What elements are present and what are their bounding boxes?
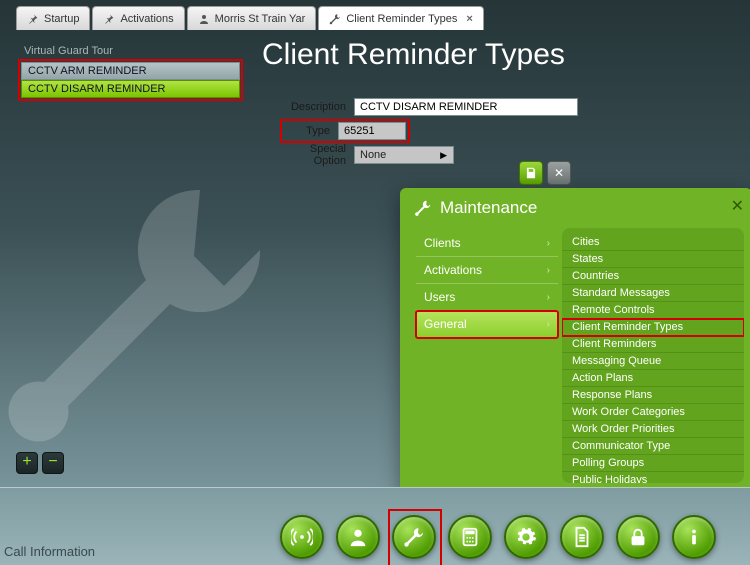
dock bbox=[280, 515, 716, 559]
footer-text: Call Information bbox=[4, 544, 95, 559]
remove-button[interactable]: − bbox=[42, 452, 64, 474]
sidebar: Virtual Guard Tour CCTV ARM REMINDERCCTV… bbox=[18, 44, 243, 101]
tab-label: Client Reminder Types bbox=[346, 13, 457, 25]
chevron-right-icon: › bbox=[547, 319, 550, 330]
tab-label: Morris St Train Yar bbox=[215, 13, 306, 25]
popover-item[interactable]: Public Holidays bbox=[562, 472, 744, 483]
category-label: General bbox=[424, 317, 467, 331]
chevron-right-icon: › bbox=[547, 265, 550, 276]
maintenance-popover: Maintenance ✕ Clients › Activations › Users ›… bbox=[400, 188, 750, 493]
popover-item[interactable]: Polling Groups bbox=[562, 455, 744, 472]
page-title: Client Reminder Types bbox=[262, 38, 565, 72]
dock-calculator-icon[interactable] bbox=[448, 515, 492, 559]
popover-item[interactable]: Work Order Categories bbox=[562, 404, 744, 421]
popover-category-activations[interactable]: Activations › bbox=[416, 257, 558, 284]
dock-bar: Call Information bbox=[0, 487, 750, 565]
dock-info-icon[interactable] bbox=[672, 515, 716, 559]
wrench-icon bbox=[414, 199, 432, 217]
popover-item[interactable]: Remote Controls bbox=[562, 302, 744, 319]
add-button[interactable]: + bbox=[16, 452, 38, 474]
category-label: Users bbox=[424, 290, 455, 304]
special-option-select[interactable]: None bbox=[354, 146, 454, 164]
tab-bar: Startup Activations Morris St Train Yar Cli… bbox=[0, 0, 750, 36]
sidebar-header: Virtual Guard Tour bbox=[18, 44, 243, 59]
sidebar-item[interactable]: CCTV ARM REMINDER bbox=[21, 62, 240, 80]
sidebar-list: CCTV ARM REMINDERCCTV DISARM REMINDER bbox=[18, 59, 243, 101]
dock-broadcast-icon[interactable] bbox=[280, 515, 324, 559]
tab-startup[interactable]: Startup bbox=[16, 6, 90, 30]
tab-close-icon[interactable]: × bbox=[466, 13, 472, 25]
popover-category-general[interactable]: General › bbox=[416, 311, 558, 338]
type-label: Type bbox=[284, 125, 338, 137]
popover-item[interactable]: Response Plans bbox=[562, 387, 744, 404]
dock-document-icon[interactable] bbox=[560, 515, 604, 559]
popover-item[interactable]: Work Order Priorities bbox=[562, 421, 744, 438]
tab-label: Activations bbox=[120, 13, 173, 25]
chevron-right-icon: › bbox=[547, 292, 550, 303]
description-input[interactable] bbox=[354, 98, 578, 116]
popover-item[interactable]: States bbox=[562, 251, 744, 268]
dock-lock-icon[interactable] bbox=[616, 515, 660, 559]
popover-item[interactable]: Client Reminders bbox=[562, 336, 744, 353]
description-label: Description bbox=[280, 101, 354, 113]
tab-label: Startup bbox=[44, 13, 79, 25]
save-button[interactable] bbox=[519, 161, 543, 185]
popover-item[interactable]: Messaging Queue bbox=[562, 353, 744, 370]
popover-category-users[interactable]: Users › bbox=[416, 284, 558, 311]
category-label: Activations bbox=[424, 263, 482, 277]
popover-header: Maintenance bbox=[400, 188, 750, 226]
popover-title: Maintenance bbox=[440, 198, 537, 218]
popover-items: CitiesStatesCountriesStandard MessagesRe… bbox=[562, 228, 744, 483]
popover-item[interactable]: Countries bbox=[562, 268, 744, 285]
popover-close-button[interactable]: ✕ bbox=[731, 196, 744, 216]
tab-morris-st-train-yar[interactable]: Morris St Train Yar bbox=[187, 6, 317, 30]
dock-gear-icon[interactable] bbox=[504, 515, 548, 559]
dock-wrench-icon[interactable] bbox=[392, 515, 436, 559]
watermark-wrench bbox=[0, 160, 290, 460]
form: Description Type Special Option None bbox=[280, 96, 578, 168]
popover-item[interactable]: Standard Messages bbox=[562, 285, 744, 302]
popover-item[interactable]: Client Reminder Types bbox=[562, 319, 744, 336]
sidebar-item[interactable]: CCTV DISARM REMINDER bbox=[21, 80, 240, 98]
dock-user-icon[interactable] bbox=[336, 515, 380, 559]
form-actions: ✕ bbox=[519, 161, 571, 185]
chevron-right-icon: › bbox=[547, 238, 550, 249]
special-option-label: Special Option bbox=[280, 143, 354, 167]
popover-item[interactable]: Cities bbox=[562, 234, 744, 251]
popover-category-clients[interactable]: Clients › bbox=[416, 230, 558, 257]
add-remove-controls: + − bbox=[16, 452, 64, 474]
special-option-value: None bbox=[360, 149, 386, 161]
category-label: Clients bbox=[424, 236, 461, 250]
popover-item[interactable]: Communicator Type bbox=[562, 438, 744, 455]
tab-client-reminder-types[interactable]: Client Reminder Types × bbox=[318, 6, 484, 30]
popover-categories: Clients › Activations › Users › General › bbox=[400, 226, 558, 491]
popover-item[interactable]: Action Plans bbox=[562, 370, 744, 387]
close-button[interactable]: ✕ bbox=[547, 161, 571, 185]
type-input[interactable] bbox=[338, 122, 406, 140]
tab-activations[interactable]: Activations bbox=[92, 6, 184, 30]
